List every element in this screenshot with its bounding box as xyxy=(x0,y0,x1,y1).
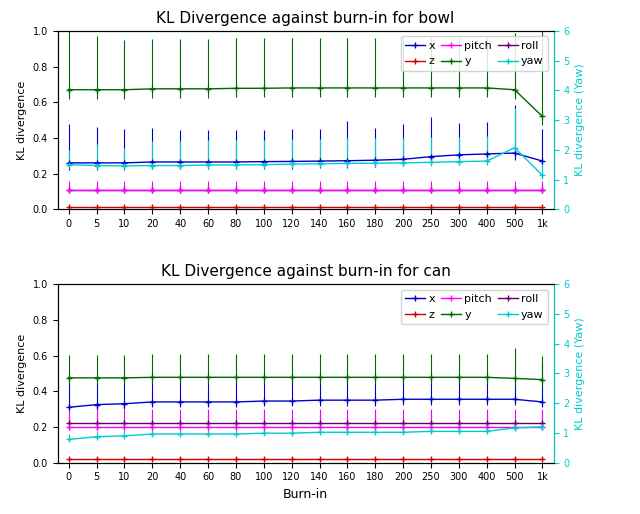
X-axis label: Burn-in: Burn-in xyxy=(283,488,328,501)
Y-axis label: KL divergence (Yaw): KL divergence (Yaw) xyxy=(575,64,585,176)
Title: KL Divergence against burn-in for can: KL Divergence against burn-in for can xyxy=(161,264,451,279)
Y-axis label: KL divergence (Yaw): KL divergence (Yaw) xyxy=(575,317,585,430)
Y-axis label: KL divergence: KL divergence xyxy=(17,334,27,413)
Title: KL Divergence against burn-in for bowl: KL Divergence against burn-in for bowl xyxy=(156,10,455,26)
Legend: x, z, pitch, y, roll, yaw: x, z, pitch, y, roll, yaw xyxy=(401,36,548,71)
Y-axis label: KL divergence: KL divergence xyxy=(17,80,27,160)
Legend: x, z, pitch, y, roll, yaw: x, z, pitch, y, roll, yaw xyxy=(401,290,548,324)
